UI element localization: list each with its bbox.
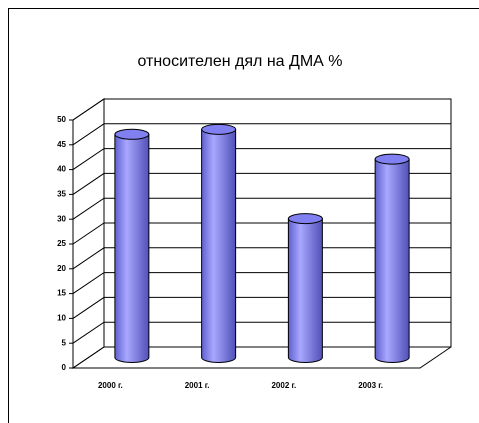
y-tick-label: 5 (62, 338, 67, 347)
grid-line (72, 247, 451, 270)
grid-line (72, 272, 451, 295)
bar-body (287, 218, 323, 363)
x-tick-label: 2002 г. (271, 381, 296, 390)
grid-line (72, 222, 451, 245)
y-tick-label: 25 (57, 239, 66, 248)
y-tick-label: 40 (57, 165, 66, 174)
x-tick-label: 2001 г. (185, 381, 210, 390)
x-tick-label: 2003 г. (358, 381, 383, 390)
y-tick-label: 15 (57, 289, 66, 298)
grid-line (72, 321, 451, 344)
bar-body (374, 158, 410, 363)
y-tick-label: 10 (57, 314, 66, 323)
grid-line (72, 123, 451, 146)
grid-line (72, 148, 451, 171)
y-tick-label: 50 (57, 115, 66, 124)
bar-body (201, 128, 237, 363)
bar (114, 128, 150, 363)
bar (374, 153, 410, 363)
bar-top (114, 128, 150, 140)
bar-top (287, 213, 323, 225)
grid-line (72, 296, 451, 319)
grid-line (72, 346, 451, 369)
bar-body (114, 133, 150, 363)
bar-top (374, 153, 410, 165)
grid-line (72, 172, 451, 195)
bar-top (201, 123, 237, 135)
x-tick-label: 2000 г. (98, 381, 123, 390)
y-tick-label: 0 (62, 363, 67, 372)
grid-line (72, 197, 451, 220)
y-tick-label: 45 (57, 140, 66, 149)
grid-line (72, 98, 451, 121)
y-tick-label: 20 (57, 264, 66, 273)
bar (287, 213, 323, 363)
y-tick-label: 30 (57, 214, 66, 223)
chart-title: относителен дял на ДМА % (137, 53, 342, 70)
y-tick-label: 35 (57, 190, 66, 199)
x-axis (73, 346, 452, 369)
bar (201, 123, 237, 363)
